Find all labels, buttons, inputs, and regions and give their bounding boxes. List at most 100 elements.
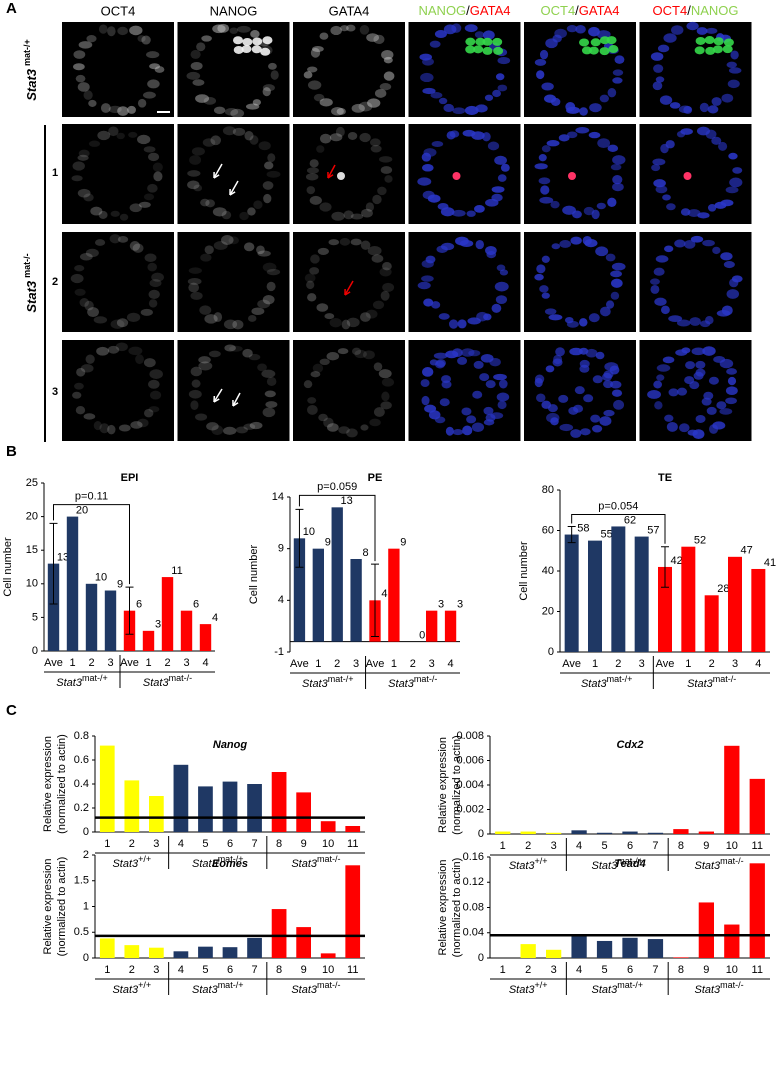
nucleus bbox=[584, 238, 598, 248]
nucleus bbox=[307, 404, 318, 415]
nucleus bbox=[703, 391, 714, 400]
nucleus bbox=[262, 181, 274, 190]
nucleus bbox=[551, 243, 561, 250]
data-label: 4 bbox=[381, 588, 387, 600]
nucleus bbox=[664, 245, 674, 253]
nucleus bbox=[262, 262, 277, 272]
nucleus bbox=[680, 128, 693, 135]
nucleus bbox=[107, 26, 116, 37]
nucleus bbox=[596, 30, 611, 39]
nucleus bbox=[76, 367, 86, 377]
nucleus bbox=[232, 319, 244, 330]
nucleus bbox=[612, 155, 626, 165]
nucleus bbox=[78, 41, 93, 49]
nucleus bbox=[545, 365, 555, 373]
data-label: 13 bbox=[57, 552, 69, 564]
nucleus bbox=[335, 126, 345, 137]
nucleus bbox=[359, 24, 370, 35]
nucleus bbox=[546, 412, 560, 423]
arrow bbox=[344, 280, 354, 296]
bar bbox=[698, 902, 714, 958]
nucleus bbox=[243, 242, 255, 252]
nucleus bbox=[448, 319, 459, 329]
nucleus bbox=[85, 248, 99, 258]
nucleus bbox=[435, 359, 446, 368]
nucleus bbox=[336, 107, 346, 115]
nucleus bbox=[224, 108, 239, 116]
nucleus bbox=[579, 318, 588, 327]
nucleus bbox=[148, 406, 160, 413]
nucleus bbox=[366, 33, 379, 42]
group-label: Stat3mat-/- bbox=[694, 856, 743, 872]
x-tick-label: 3 bbox=[153, 838, 159, 850]
nucleus bbox=[612, 77, 623, 84]
y-tick-label: 14 bbox=[272, 491, 284, 503]
group-label: Stat3mat-/- bbox=[143, 673, 192, 689]
nucleus bbox=[695, 36, 706, 45]
x-tick-label: 6 bbox=[627, 840, 633, 852]
micrograph bbox=[293, 22, 405, 117]
nucleus bbox=[422, 87, 436, 95]
data-label: 6 bbox=[136, 599, 142, 611]
nucleus bbox=[495, 73, 505, 81]
nucleus bbox=[596, 202, 606, 210]
nucleus bbox=[107, 424, 116, 435]
nucleus bbox=[266, 376, 277, 387]
nucleus bbox=[697, 212, 710, 219]
nucleus bbox=[686, 21, 699, 31]
nucleus bbox=[247, 207, 256, 216]
nucleus bbox=[589, 103, 602, 113]
nucleus bbox=[148, 152, 160, 162]
x-tick-label: 4 bbox=[576, 964, 582, 976]
nucleus bbox=[202, 138, 216, 147]
nucleus bbox=[267, 153, 276, 163]
nucleus bbox=[603, 380, 614, 389]
micrographs bbox=[62, 21, 752, 441]
nucleus bbox=[493, 46, 504, 55]
nucleus bbox=[497, 56, 511, 65]
nucleus bbox=[144, 408, 154, 418]
nucleus bbox=[251, 45, 262, 54]
error-bar bbox=[661, 546, 669, 588]
p-value: p=0.059 bbox=[317, 481, 357, 493]
y-tick-label: 40 bbox=[542, 565, 554, 577]
nucleus bbox=[350, 213, 364, 220]
data-label: 62 bbox=[624, 514, 636, 526]
nucleus bbox=[372, 300, 385, 310]
micrograph bbox=[62, 22, 174, 117]
y-tick-label: 0 bbox=[32, 645, 38, 657]
nucleus bbox=[149, 369, 163, 379]
row-label: 3 bbox=[52, 386, 58, 398]
x-tick-label: 7 bbox=[652, 964, 658, 976]
nucleus bbox=[205, 199, 215, 208]
nucleus bbox=[367, 246, 382, 256]
nucleus bbox=[465, 45, 476, 54]
nucleus bbox=[554, 28, 567, 39]
group-label: Stat3+/+ bbox=[509, 856, 548, 872]
data-label: 55 bbox=[601, 529, 613, 541]
micrograph bbox=[177, 340, 290, 441]
nucleus bbox=[536, 264, 546, 274]
nucleus bbox=[592, 375, 603, 384]
column-header: NANOG/GATA4 bbox=[419, 3, 511, 18]
nucleus bbox=[213, 312, 223, 323]
nucleus bbox=[96, 346, 109, 356]
bar bbox=[293, 538, 306, 642]
nucleus bbox=[437, 203, 449, 210]
error-bar bbox=[125, 586, 134, 635]
bar bbox=[647, 832, 664, 834]
nucleus bbox=[329, 133, 343, 142]
nucleus bbox=[588, 313, 600, 323]
nucleus bbox=[140, 308, 153, 316]
y-tick-label: 0.6 bbox=[74, 754, 89, 766]
nucleus bbox=[714, 201, 727, 209]
nucleus bbox=[487, 141, 500, 151]
bar bbox=[149, 796, 164, 832]
group-label: Stat3mat-/+ bbox=[56, 673, 107, 689]
nucleus bbox=[547, 404, 558, 413]
nucleus bbox=[107, 345, 120, 354]
nucleus bbox=[499, 269, 509, 276]
nucleus bbox=[491, 186, 505, 193]
arrow bbox=[229, 180, 239, 196]
nucleus bbox=[383, 56, 393, 64]
